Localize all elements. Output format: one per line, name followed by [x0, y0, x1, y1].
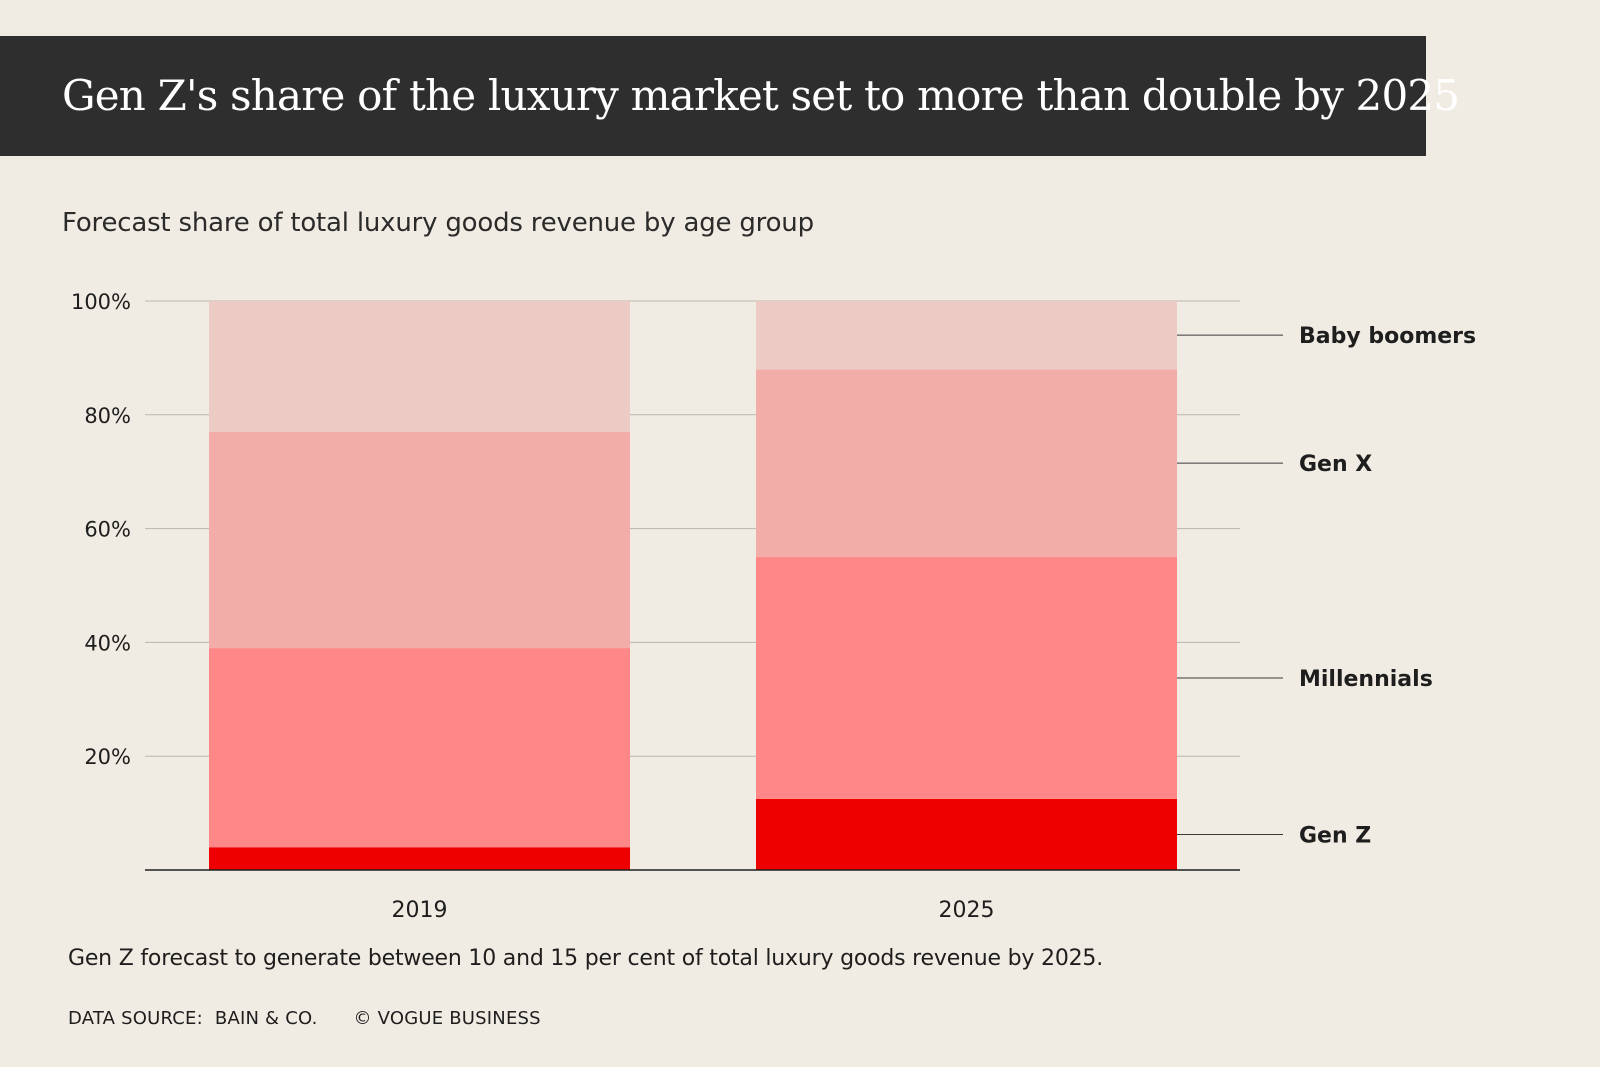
- bar-segment: [756, 557, 1177, 799]
- series-label: Baby boomers: [1299, 324, 1476, 349]
- series-label: Millennials: [1299, 667, 1433, 692]
- series-label: Gen X: [1299, 452, 1372, 477]
- bar-segment: [209, 301, 630, 432]
- source-name: BAIN & CO.: [214, 1008, 318, 1029]
- bar-segment: [756, 369, 1177, 558]
- copyright: © VOGUE BUSINESS: [353, 1008, 541, 1029]
- series-label: Gen Z: [1299, 823, 1371, 848]
- bar-segment: [209, 431, 630, 649]
- y-tick-label: 60%: [84, 518, 131, 542]
- bar-segment: [756, 301, 1177, 370]
- x-tick-label: 2019: [392, 898, 448, 923]
- source-label: DATA SOURCE:: [68, 1008, 203, 1029]
- chart-note: Gen Z forecast to generate between 10 an…: [68, 946, 1104, 971]
- chart-title: Gen Z's share of the luxury market set t…: [62, 71, 1460, 120]
- y-tick-label: 80%: [84, 404, 131, 428]
- y-tick-label: 20%: [84, 745, 131, 769]
- title-bar: Gen Z's share of the luxury market set t…: [0, 36, 1460, 156]
- bar-segment: [756, 798, 1177, 870]
- bar-segment: [209, 847, 630, 870]
- x-tick-label: 2025: [939, 898, 995, 923]
- bar-segment: [209, 648, 630, 848]
- source-line: DATA SOURCE: BAIN & CO. © VOGUE BUSINESS: [68, 1008, 541, 1029]
- chart-subtitle: Forecast share of total luxury goods rev…: [62, 208, 814, 238]
- y-tick-label: 40%: [84, 631, 131, 655]
- y-tick-label: 100%: [71, 290, 131, 314]
